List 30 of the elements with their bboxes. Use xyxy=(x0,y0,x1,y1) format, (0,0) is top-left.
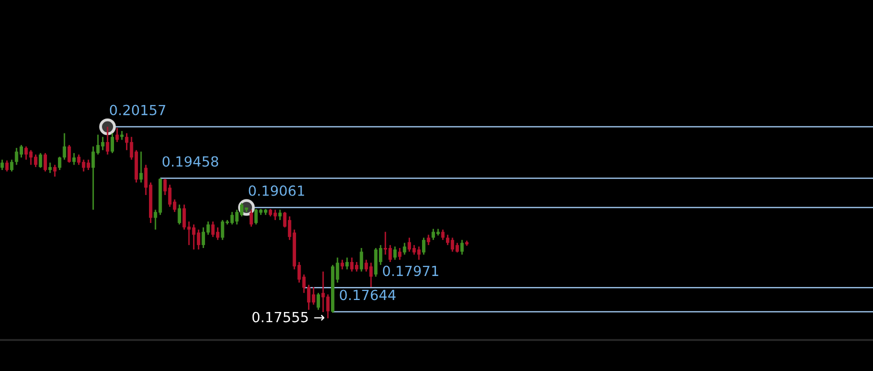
candlestick xyxy=(360,247,364,272)
candlestick xyxy=(115,127,119,143)
candlestick xyxy=(48,162,52,174)
candlestick xyxy=(139,150,143,184)
ref-line-label: 0.19458 xyxy=(162,156,218,167)
candlestick xyxy=(426,234,430,246)
candlestick xyxy=(5,160,9,172)
ref-line-label: 0.17971 xyxy=(382,266,438,276)
annotation: 0.17555 → xyxy=(252,312,324,322)
candlestick xyxy=(68,144,71,164)
candlestick xyxy=(345,256,349,270)
candlestick xyxy=(402,242,406,256)
candlestick xyxy=(10,159,14,172)
candlestick xyxy=(58,156,62,171)
candlestick xyxy=(422,237,426,256)
ref-line-label: 0.19061 xyxy=(248,185,304,196)
candlestick xyxy=(72,152,76,166)
candlestick xyxy=(250,209,253,228)
candlestick xyxy=(44,152,47,172)
candlestick xyxy=(441,228,445,241)
candlestick xyxy=(340,259,344,270)
candlestick xyxy=(53,164,57,178)
candlestick xyxy=(110,132,114,154)
candlestick xyxy=(0,159,4,171)
ref-line-label: 0.17644 xyxy=(340,290,396,300)
candlestick xyxy=(316,292,320,311)
candlestick xyxy=(278,209,282,221)
candlestick xyxy=(398,247,402,260)
candlestick xyxy=(178,204,182,226)
ref-line-label: 0.20157 xyxy=(110,104,166,116)
